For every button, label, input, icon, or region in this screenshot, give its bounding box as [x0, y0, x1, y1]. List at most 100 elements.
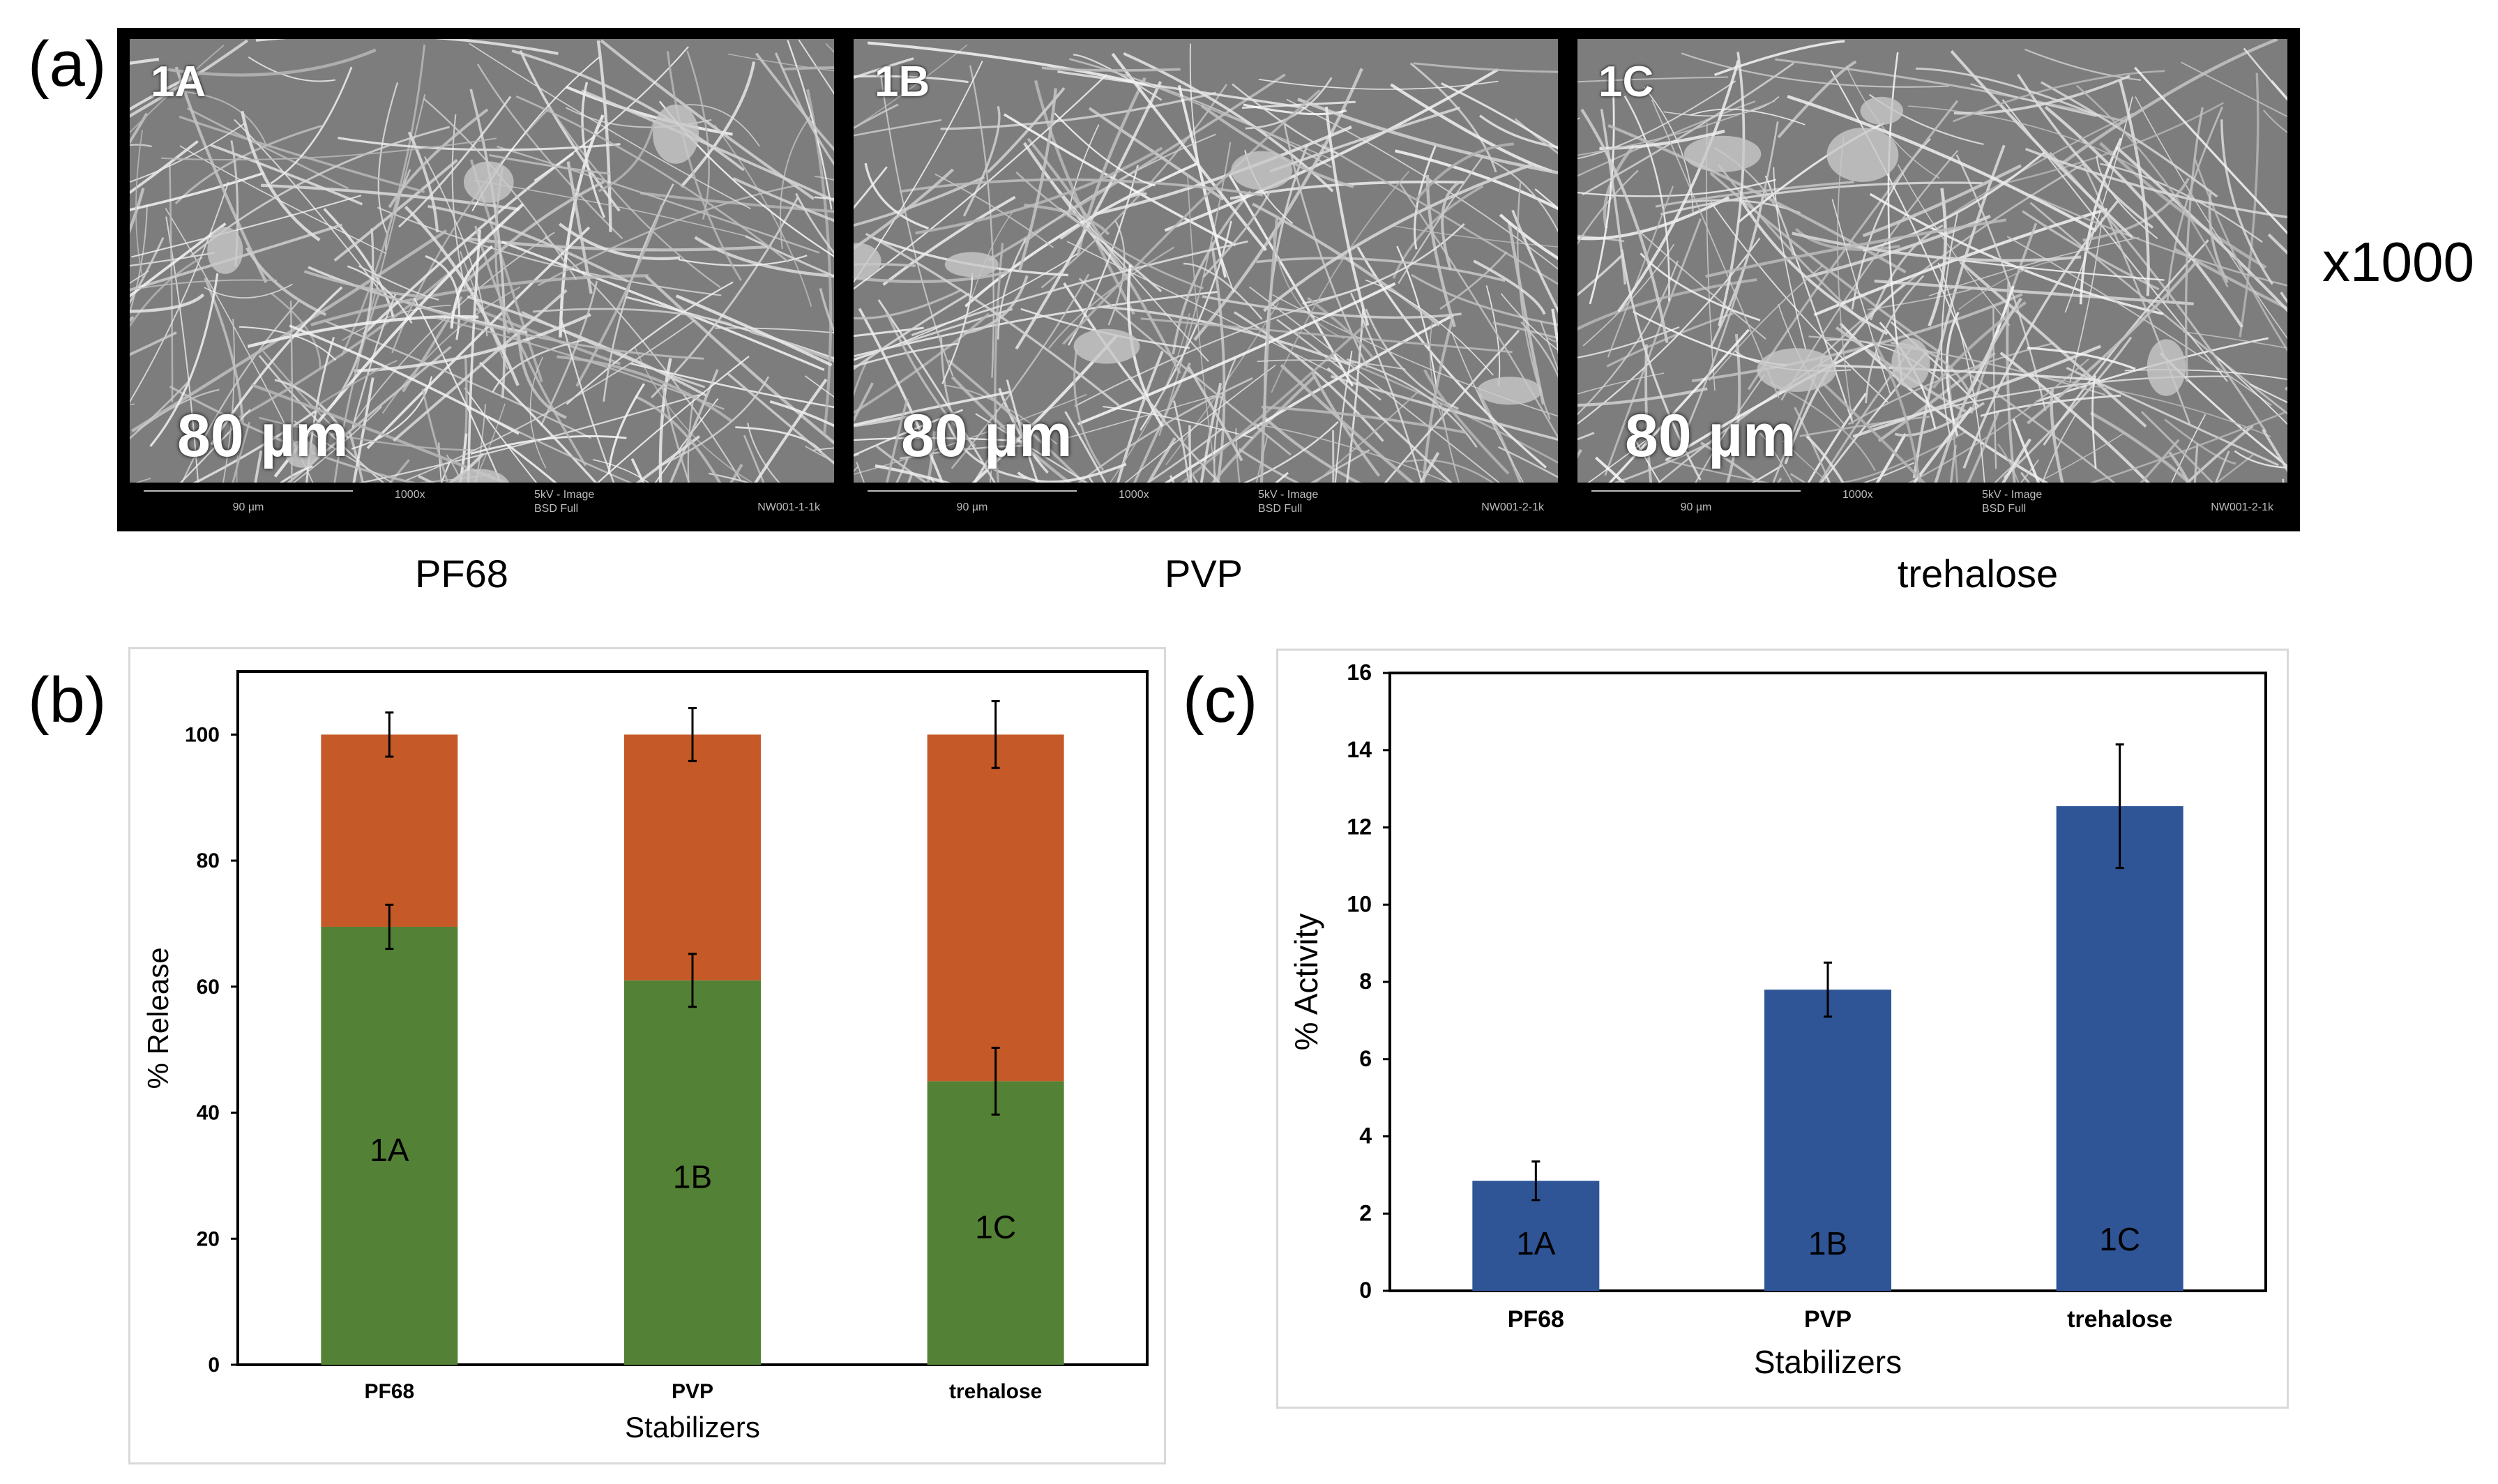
fiber: [899, 444, 1026, 460]
fiber: [854, 57, 914, 80]
fiber: [1321, 143, 1558, 285]
fiber: [815, 176, 834, 181]
footer-info2-text: BSD Full: [1982, 503, 2026, 515]
fiber: [2029, 193, 2287, 287]
fiber: [240, 406, 383, 520]
fiber: [581, 89, 834, 202]
release-chart: 0 20 40 60 80 100 1A PF68 1B PVP 1C trehalose Stabil…: [142, 670, 1149, 1444]
fiber: [1478, 114, 1558, 149]
fiber: [814, 196, 834, 200]
fiber: [1708, 265, 1823, 381]
fiber: [1272, 232, 1345, 340]
fiber: [1500, 293, 1558, 351]
fiber: [517, 333, 567, 419]
fiber: [234, 119, 382, 293]
fiber: [1617, 59, 1740, 313]
fiber: [1499, 213, 1558, 260]
fiber: [2003, 336, 2133, 479]
x-category-label: trehalose: [949, 1380, 1042, 1403]
footer-scale-text: 90 µm: [957, 501, 988, 513]
fiber: [1228, 174, 1354, 387]
fiber: [1577, 237, 1761, 425]
bar-label: 1B: [1808, 1225, 1847, 1262]
fiber: [1478, 393, 1536, 520]
bead: [1683, 135, 1762, 172]
fiber: [2044, 105, 2243, 328]
fiber: [782, 66, 834, 71]
fiber-group: [1577, 39, 2287, 520]
fiber: [1600, 109, 1627, 285]
fiber: [1173, 400, 1195, 520]
sem-caption-pvp: PVP: [1164, 552, 1243, 596]
fiber: [1928, 188, 1947, 327]
fiber: [289, 301, 294, 520]
fiber: [1485, 285, 1501, 386]
fiber: [303, 270, 423, 298]
fiber: [1630, 431, 1685, 520]
fiber: [1777, 60, 1857, 139]
fiber: [333, 158, 458, 262]
fiber: [1395, 149, 1558, 211]
fiber: [743, 434, 780, 520]
fiber: [1027, 137, 1181, 374]
fiber: [274, 379, 349, 439]
fiber: [2089, 411, 2229, 520]
fiber: [1272, 294, 1558, 417]
fiber: [1863, 151, 2045, 252]
footer-mag-text: 1000x: [395, 489, 425, 501]
footer-info-text: 5kV - Image: [534, 489, 594, 501]
fiber: [854, 391, 1010, 427]
fiber: [547, 103, 721, 289]
bead: [1860, 96, 1903, 125]
fiber: [1969, 373, 2162, 520]
fiber: [1577, 260, 1679, 416]
fiber: [1439, 402, 1473, 520]
fiber: [854, 409, 964, 457]
fiber: [1577, 437, 1720, 497]
fiber: [1577, 434, 1653, 492]
fiber: [854, 342, 959, 368]
y-tick-label: 6: [1359, 1046, 1372, 1071]
bar-label: 1C: [975, 1209, 1016, 1246]
fiber: [351, 294, 397, 428]
fiber: [130, 252, 215, 267]
x-category-label: PVP: [1804, 1306, 1852, 1333]
fiber: [1307, 296, 1374, 359]
fiber: [1079, 364, 1276, 520]
fiber: [1280, 363, 1424, 493]
fiber: [1600, 328, 1750, 493]
fiber: [1451, 331, 1545, 520]
fiber: [634, 346, 762, 488]
fiber: [854, 414, 918, 427]
fiber: [686, 104, 760, 147]
fiber: [130, 256, 203, 328]
fiber: [1999, 102, 2224, 186]
fiber: [248, 56, 336, 82]
y-tick-label: 0: [1359, 1278, 1372, 1303]
fiber: [1235, 428, 1248, 520]
fiber: [1595, 456, 1664, 520]
fiber: [2168, 451, 2209, 520]
fiber: [507, 444, 599, 520]
fiber: [1297, 98, 1558, 174]
footer-info-text: 5kV - Image: [1982, 489, 2042, 501]
fiber: [1059, 192, 1147, 240]
fiber: [854, 75, 969, 84]
scale-label: 80 µm: [901, 402, 1073, 469]
fiber: [1349, 292, 1434, 520]
fiber: [1511, 209, 1558, 314]
bar-label: 1A: [370, 1132, 409, 1168]
y-tick-label: 8: [1359, 969, 1372, 994]
fiber: [774, 52, 834, 166]
fiber: [404, 206, 520, 386]
sem-footer: 90 µm 1000x 5kV - Image BSD Full NW001-2…: [854, 483, 1558, 520]
fiber: [1700, 441, 1808, 520]
fiber: [1123, 73, 1331, 160]
fiber: [2164, 418, 2236, 465]
fiber: [424, 156, 488, 337]
bar-PVP-upper: [624, 734, 761, 980]
fiber: [2211, 351, 2287, 425]
y-axis-label: % Activity: [1288, 914, 1324, 1051]
fiber: [994, 243, 1004, 520]
fiber: [1399, 183, 1558, 439]
